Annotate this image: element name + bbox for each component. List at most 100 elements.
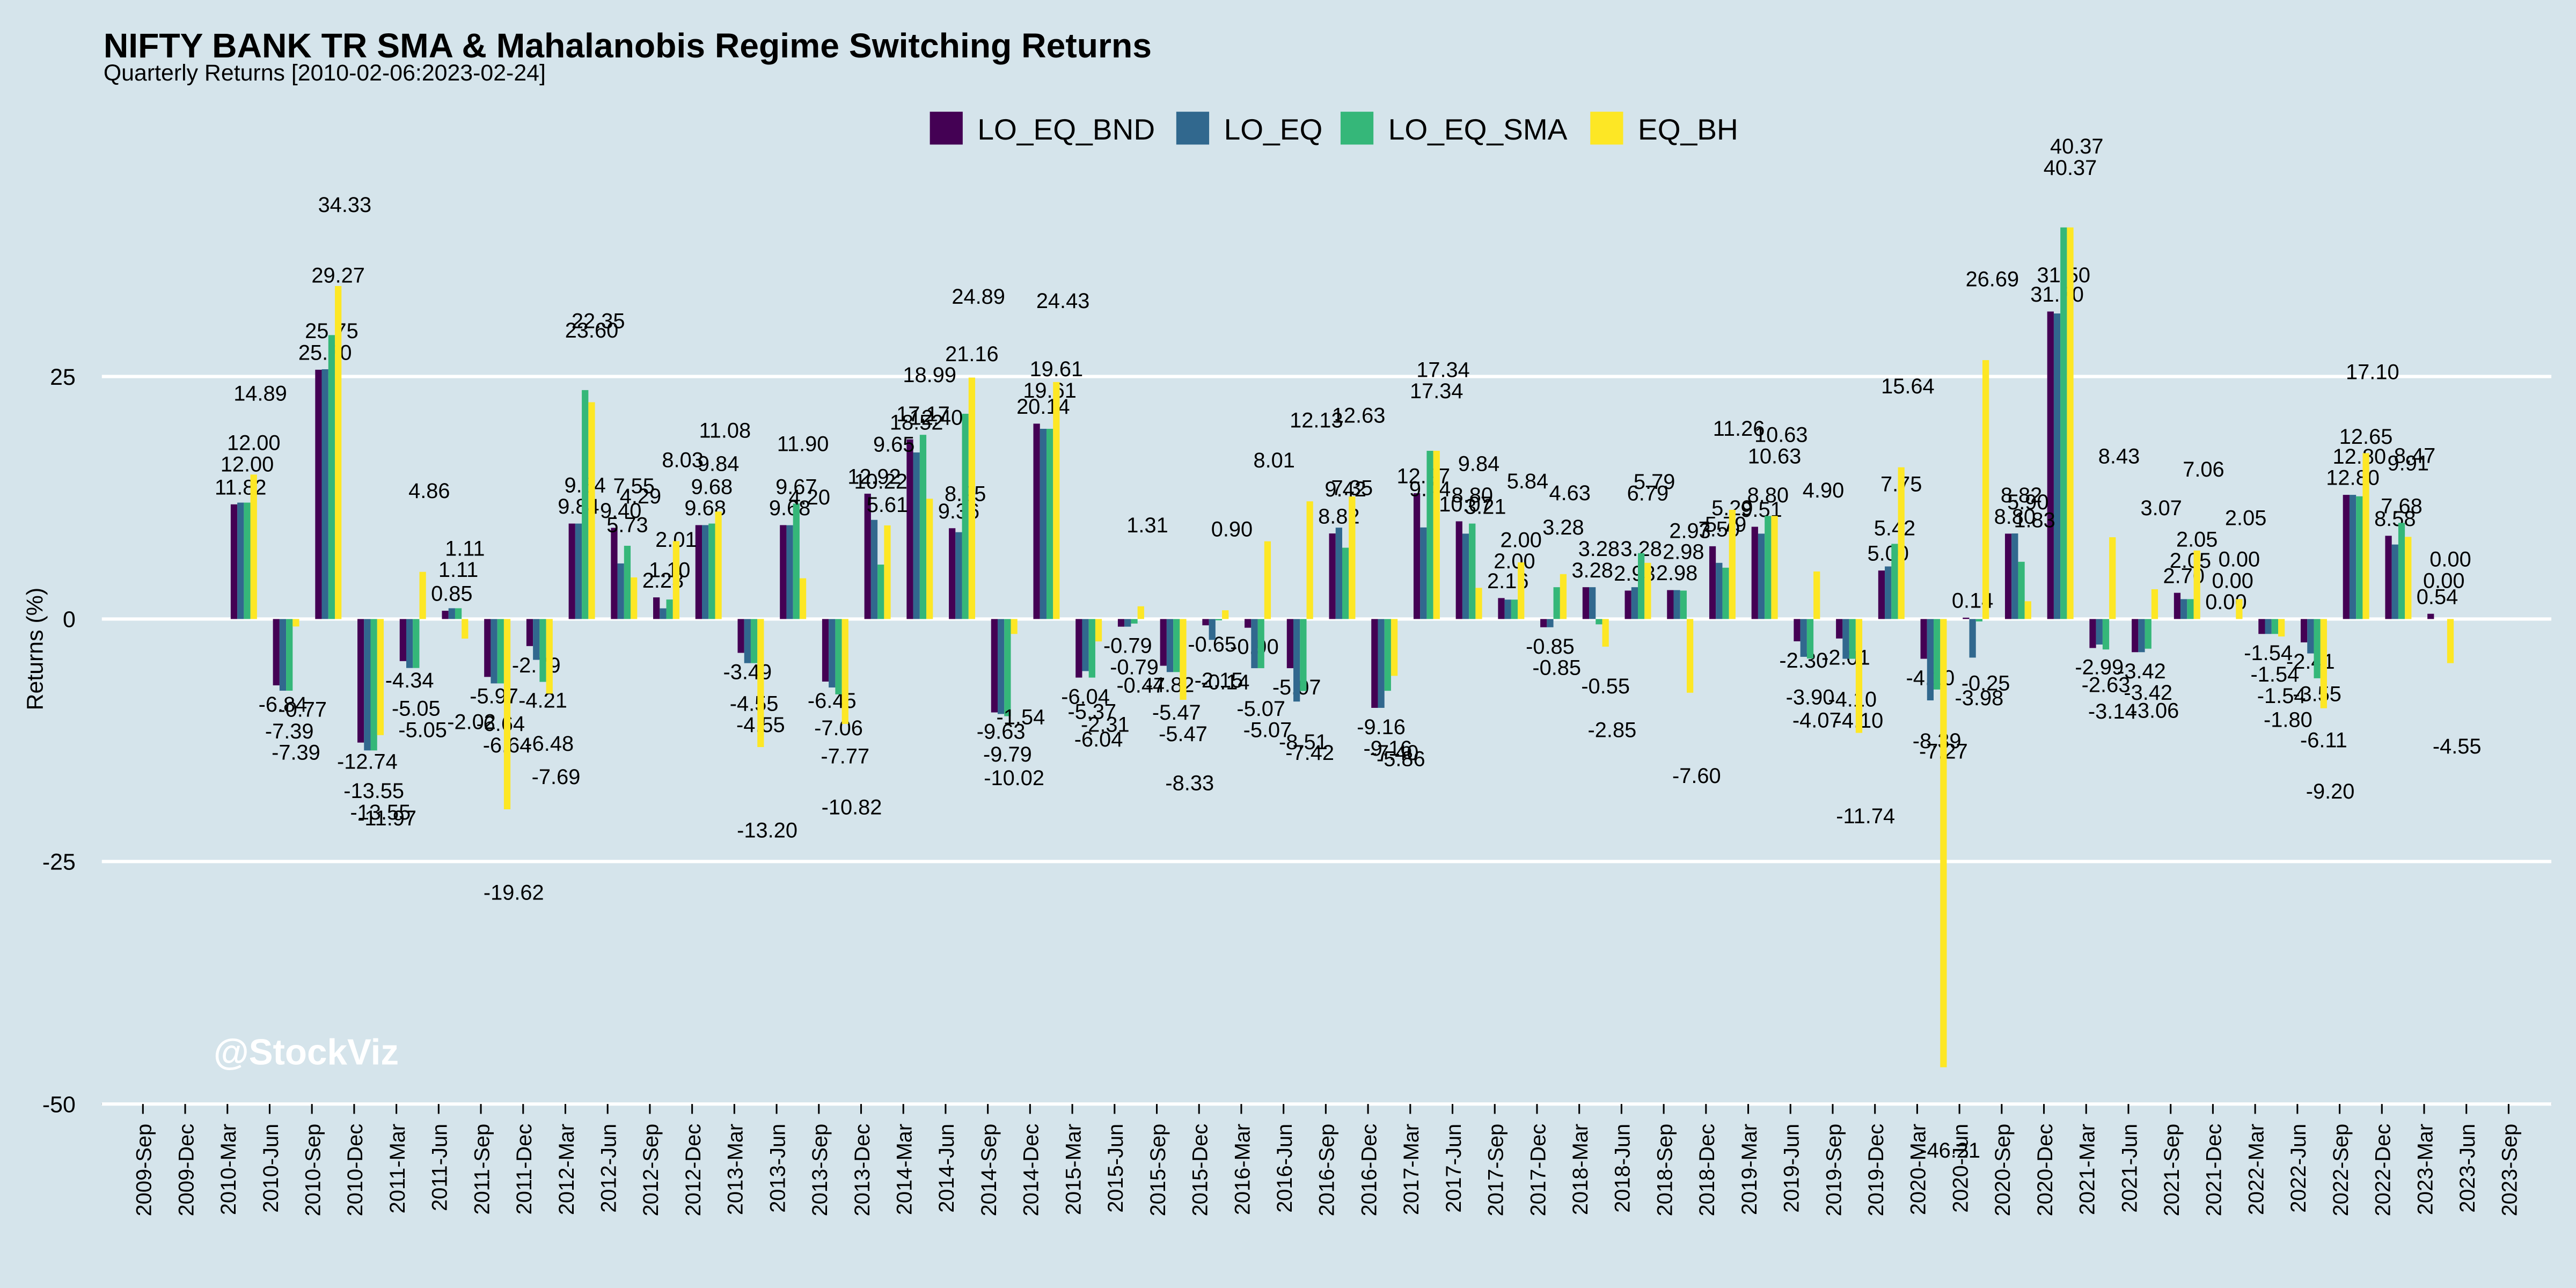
- legend-swatch: [1340, 112, 1374, 145]
- x-tick-label: 2011-Mar: [386, 1124, 409, 1213]
- bar: [1004, 619, 1011, 716]
- bar: [1131, 619, 1138, 624]
- data-label: 10.63: [1754, 423, 1808, 447]
- x-tick-label: 2012-Mar: [555, 1124, 579, 1215]
- bar: [962, 413, 969, 619]
- data-label: 5.61: [867, 493, 908, 517]
- data-label: -4.55: [2433, 735, 2482, 758]
- data-label: -11.97: [357, 807, 416, 830]
- x-tick-label: 2018-Dec: [1695, 1124, 1719, 1217]
- data-label: -5.05: [398, 718, 447, 742]
- bar: [1765, 516, 1772, 619]
- data-label: 1.83: [2014, 509, 2055, 532]
- bar: [1667, 590, 1674, 619]
- bar: [1758, 533, 1765, 619]
- bar: [906, 439, 913, 619]
- bar: [1420, 527, 1427, 619]
- bar: [1716, 562, 1723, 619]
- data-label: 25.70: [298, 341, 352, 365]
- data-label: -7.40: [1370, 741, 1419, 765]
- bar: [1117, 619, 1125, 627]
- data-label: -9.16: [1363, 737, 1412, 760]
- data-label: -7.06: [814, 716, 863, 740]
- x-tick-label: 2012-Sep: [639, 1124, 663, 1217]
- data-label: -7.42: [1285, 741, 1334, 765]
- bar: [998, 619, 1005, 714]
- bar: [1173, 619, 1180, 672]
- bar: [2004, 533, 2012, 619]
- bar: [1286, 619, 1294, 669]
- bar: [1631, 587, 1638, 619]
- bar: [1349, 496, 1356, 619]
- data-label: -6.64: [476, 712, 525, 736]
- y-tick-label: 25: [50, 364, 76, 390]
- bar: [870, 519, 878, 619]
- bar: [1836, 619, 1843, 639]
- bar: [2024, 601, 2031, 619]
- x-tick-label: 2010-Sep: [301, 1124, 325, 1217]
- data-label: -0.85: [1526, 635, 1575, 658]
- bar: [1245, 619, 1252, 628]
- data-label: 1.11: [445, 537, 485, 560]
- bar: [2362, 453, 2369, 619]
- x-tick-label: 2010-Mar: [217, 1124, 240, 1215]
- legend-label: LO_EQ: [1224, 113, 1323, 146]
- bar: [2278, 619, 2285, 636]
- bar: [2314, 619, 2321, 678]
- x-tick-label: 2011-Jun: [428, 1124, 452, 1211]
- x-tick-label: 2023-Mar: [2413, 1124, 2437, 1215]
- x-tick-label: 2019-Mar: [1738, 1124, 1761, 1215]
- data-label: -2.85: [1588, 718, 1637, 742]
- bar: [1963, 617, 1970, 619]
- data-label: 10.22: [854, 470, 908, 494]
- data-label: -10.02: [984, 766, 1044, 790]
- x-tick-label: 2022-Mar: [2244, 1124, 2268, 1215]
- bar: [1180, 619, 1187, 700]
- x-tick-label: 2015-Jun: [1104, 1124, 1128, 1213]
- bar: [582, 390, 589, 619]
- bar: [1011, 619, 1018, 634]
- bar: [2067, 227, 2074, 619]
- data-label: 5.84: [1507, 470, 1548, 493]
- x-tick-label: 2018-Jun: [1611, 1124, 1635, 1213]
- x-tick-label: 2020-Jun: [1949, 1124, 1972, 1213]
- x-tick-label: 2021-Jun: [2118, 1124, 2141, 1213]
- chart-title: NIFTY BANK TR SMA & Mahalanobis Regime S…: [104, 26, 1152, 65]
- bar: [1378, 619, 1385, 708]
- data-label: -5.47: [1152, 701, 1201, 724]
- data-label: -19.62: [484, 881, 544, 904]
- data-label: 10.63: [1748, 444, 1802, 468]
- bar: [653, 597, 660, 619]
- bar: [1518, 562, 1525, 619]
- data-label: 12.40: [910, 406, 963, 430]
- data-label: 17.34: [1410, 379, 1463, 403]
- data-label: -7.60: [1672, 764, 1721, 788]
- data-label: -6.45: [808, 689, 857, 713]
- bar: [1371, 619, 1378, 708]
- bar: [1709, 546, 1716, 619]
- bar: [419, 572, 426, 619]
- data-label: -6.48: [525, 732, 574, 756]
- bar: [2398, 523, 2405, 619]
- bar: [484, 619, 491, 677]
- bar: [1426, 451, 1433, 619]
- bar: [2356, 496, 2363, 619]
- bar: [292, 619, 299, 627]
- data-label: -3.06: [2131, 699, 2179, 722]
- x-tick-label: 2017-Dec: [1526, 1124, 1550, 1217]
- bar: [1560, 574, 1567, 619]
- data-label: -2.63: [2082, 674, 2131, 697]
- bar: [1969, 619, 1976, 658]
- data-label: -0.85: [1532, 656, 1581, 680]
- bar: [2307, 619, 2314, 654]
- bar: [1040, 428, 1046, 619]
- data-label: -5.05: [392, 697, 441, 720]
- bar: [2174, 592, 2181, 619]
- bar: [1722, 567, 1729, 619]
- x-tick-label: 2010-Jun: [259, 1124, 283, 1213]
- bar: [1053, 382, 1060, 619]
- data-label: 20.14: [1016, 395, 1070, 419]
- data-label: 23.60: [565, 319, 619, 342]
- data-label: 5.90: [2007, 491, 2048, 514]
